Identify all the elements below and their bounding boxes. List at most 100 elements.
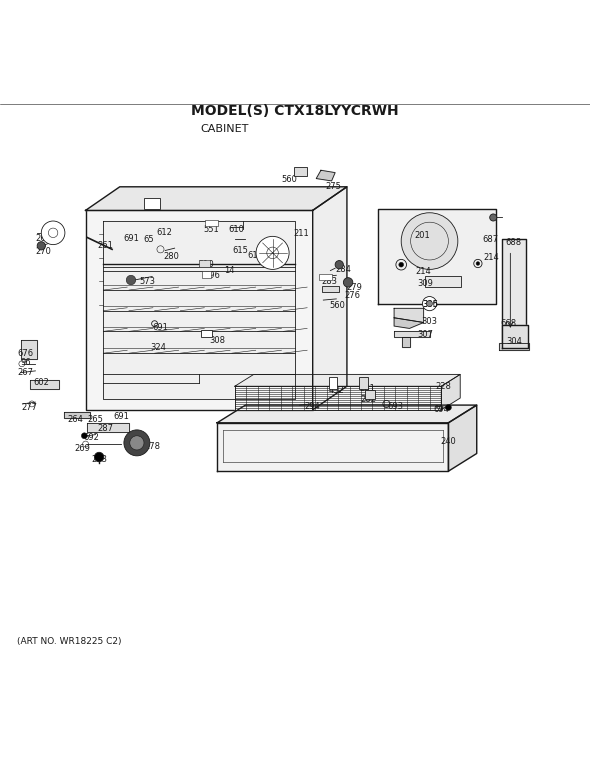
Polygon shape — [499, 343, 529, 349]
Polygon shape — [86, 187, 347, 211]
Text: 306: 306 — [422, 301, 439, 309]
Bar — [144, 198, 160, 208]
Bar — [319, 274, 332, 280]
Text: 691: 691 — [113, 412, 129, 421]
Polygon shape — [448, 405, 477, 472]
Text: 688: 688 — [505, 238, 522, 246]
Text: 612: 612 — [156, 228, 172, 237]
Text: 613: 613 — [268, 254, 284, 263]
Circle shape — [256, 237, 289, 269]
Circle shape — [422, 297, 437, 311]
Polygon shape — [402, 336, 410, 347]
Circle shape — [343, 278, 353, 287]
Polygon shape — [313, 187, 347, 410]
Text: 308: 308 — [209, 336, 225, 345]
Text: 278: 278 — [144, 442, 160, 451]
Circle shape — [399, 262, 404, 267]
Circle shape — [335, 260, 343, 269]
Text: 240: 240 — [441, 437, 456, 446]
Polygon shape — [235, 386, 441, 410]
Polygon shape — [64, 412, 90, 418]
Bar — [425, 276, 461, 287]
Polygon shape — [86, 211, 313, 410]
Text: 276: 276 — [345, 291, 361, 300]
Text: 551: 551 — [204, 225, 219, 233]
Text: 307: 307 — [417, 330, 433, 339]
Circle shape — [81, 433, 87, 439]
Text: 275: 275 — [326, 182, 341, 192]
Text: 264: 264 — [68, 415, 83, 423]
Text: 260: 260 — [35, 233, 51, 243]
Circle shape — [94, 452, 104, 462]
Polygon shape — [30, 380, 59, 388]
Circle shape — [41, 221, 65, 245]
Bar — [202, 271, 211, 278]
Circle shape — [476, 262, 480, 266]
Text: 214: 214 — [416, 267, 431, 276]
Text: 201: 201 — [414, 230, 430, 240]
Text: 269: 269 — [75, 444, 90, 453]
Polygon shape — [441, 375, 460, 410]
Polygon shape — [87, 423, 129, 432]
Bar — [329, 377, 337, 388]
Text: 211: 211 — [293, 230, 309, 239]
Text: 304: 304 — [507, 337, 522, 346]
Text: 284: 284 — [336, 265, 351, 274]
Bar — [199, 260, 210, 267]
Text: 294: 294 — [305, 402, 320, 410]
Text: 668: 668 — [500, 319, 517, 328]
Circle shape — [130, 436, 144, 450]
Text: 265: 265 — [88, 415, 103, 423]
Circle shape — [490, 214, 497, 221]
Text: 610: 610 — [228, 225, 244, 233]
Text: 693: 693 — [387, 402, 404, 410]
Text: 692: 692 — [84, 433, 99, 442]
Polygon shape — [217, 423, 448, 472]
Bar — [205, 220, 218, 226]
Circle shape — [126, 275, 136, 285]
Text: 611: 611 — [247, 251, 263, 259]
Text: 309: 309 — [417, 279, 432, 288]
Polygon shape — [217, 405, 477, 423]
Text: MODEL(S) CTX18LYYCRWH: MODEL(S) CTX18LYYCRWH — [191, 105, 399, 118]
Polygon shape — [502, 325, 528, 349]
Circle shape — [445, 404, 451, 410]
Text: 676: 676 — [17, 349, 34, 358]
Bar — [201, 330, 212, 336]
Text: 280: 280 — [163, 252, 179, 261]
Text: 602: 602 — [34, 378, 49, 387]
Polygon shape — [394, 331, 430, 336]
Text: 452: 452 — [329, 386, 344, 395]
Text: 303: 303 — [421, 317, 438, 326]
Polygon shape — [502, 239, 526, 343]
Text: 282: 282 — [361, 394, 376, 404]
Text: 560: 560 — [281, 175, 297, 184]
Circle shape — [37, 242, 45, 250]
Text: 263: 263 — [91, 455, 107, 464]
Text: 65: 65 — [143, 236, 154, 244]
Text: 14: 14 — [224, 266, 234, 275]
Text: 296: 296 — [205, 271, 220, 280]
Text: 324: 324 — [150, 343, 166, 352]
Text: 96: 96 — [20, 358, 31, 367]
Polygon shape — [378, 209, 496, 304]
Text: 305: 305 — [423, 301, 438, 309]
Text: 691: 691 — [153, 323, 168, 332]
Circle shape — [427, 301, 432, 307]
Text: 267: 267 — [17, 369, 34, 377]
Text: 261: 261 — [97, 241, 113, 250]
Text: 210: 210 — [199, 260, 214, 269]
Text: 687: 687 — [483, 236, 499, 244]
Text: 277: 277 — [21, 403, 38, 412]
Circle shape — [124, 430, 150, 456]
Text: 270: 270 — [35, 247, 51, 256]
Polygon shape — [394, 317, 424, 328]
Text: 279: 279 — [346, 282, 362, 291]
Circle shape — [401, 213, 458, 269]
Text: CABINET: CABINET — [200, 124, 248, 134]
Text: 287: 287 — [97, 424, 113, 433]
Text: 615: 615 — [233, 246, 248, 255]
Text: (ART NO. WR18225 C2): (ART NO. WR18225 C2) — [17, 636, 122, 645]
Bar — [365, 391, 375, 399]
Text: 281: 281 — [359, 384, 375, 393]
